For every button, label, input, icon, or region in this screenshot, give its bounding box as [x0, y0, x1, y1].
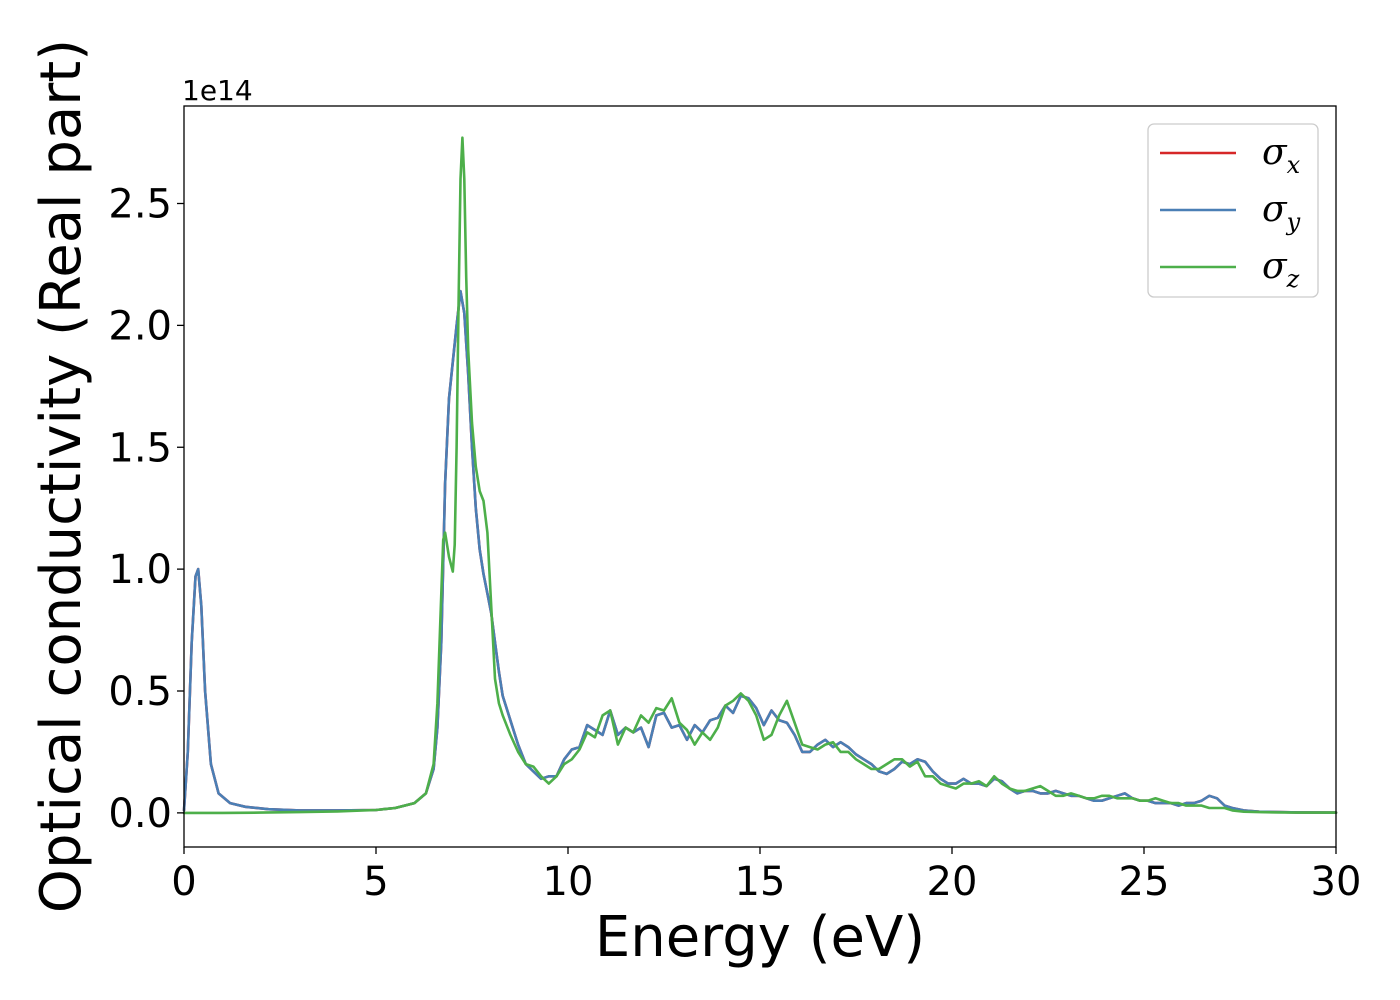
x-axis-title: Energy (eV): [595, 905, 925, 970]
y-tick-label: 1.5: [108, 425, 172, 471]
x-tick-label: 0: [171, 859, 196, 905]
y-tick-label: 0.0: [108, 791, 172, 837]
y-axis-title: Optical conductivity (Real part): [29, 39, 94, 913]
x-tick-label: 10: [543, 859, 594, 905]
x-tick-label: 20: [927, 859, 978, 905]
legend-label-x: σx: [1262, 132, 1301, 179]
y-tick-label: 1.0: [108, 547, 172, 593]
y-tick-label: 2.0: [108, 303, 172, 349]
x-tick-label: 30: [1311, 859, 1362, 905]
series-layer: [182, 136, 1338, 815]
x-tick-label: 15: [735, 859, 786, 905]
y-offset-label: 1e14: [182, 74, 253, 107]
y-tick-label: 2.5: [108, 182, 172, 228]
legend-label-z: σz: [1262, 246, 1300, 293]
x-tick-label: 25: [1119, 859, 1170, 905]
x-tick-label: 5: [363, 859, 388, 905]
series-line-z: [182, 136, 1338, 815]
series-line-y: [182, 289, 1338, 814]
y-axis-ticks: 0.0 0.5 1.0 1.5 2.0 2.5: [108, 182, 184, 837]
legend: σx σy σz: [1147, 123, 1319, 298]
legend-label-y: σy: [1262, 189, 1301, 236]
y-tick-label: 0.5: [108, 669, 172, 715]
x-axis-ticks: 0 5 10 15 20 25 30: [171, 847, 1361, 905]
